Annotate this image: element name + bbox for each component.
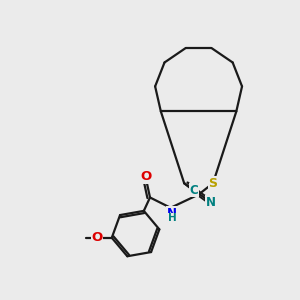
Text: N: N (167, 207, 177, 220)
Text: O: O (140, 170, 151, 183)
Text: S: S (208, 177, 217, 190)
Text: O: O (92, 231, 103, 244)
Text: C: C (189, 184, 198, 196)
Text: H: H (168, 213, 176, 223)
Text: N: N (206, 196, 215, 208)
